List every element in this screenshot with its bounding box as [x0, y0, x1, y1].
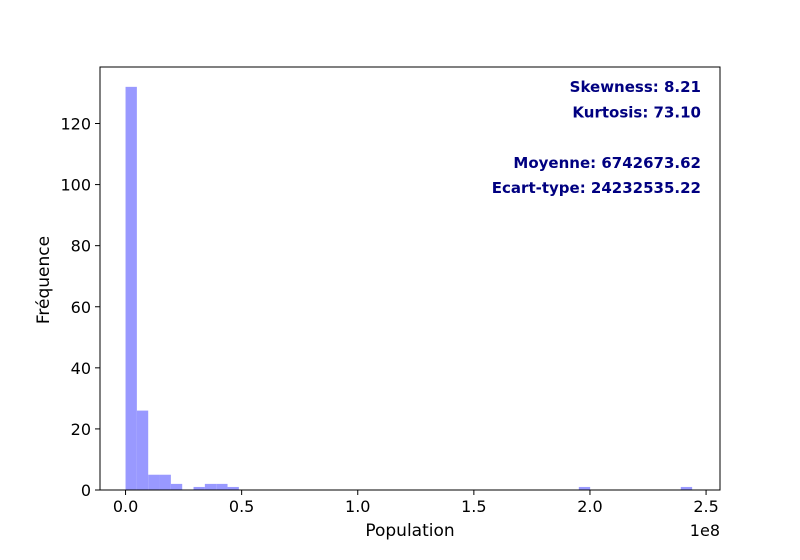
stat-line: Kurtosis: 73.10 [572, 103, 701, 121]
histogram-bar [170, 483, 183, 490]
plot-frame [99, 66, 721, 491]
histogram-bar [148, 474, 160, 490]
y-tick-label: 80 [71, 237, 91, 256]
histogram-bar [193, 486, 205, 490]
x-tick-label: 1.5 [461, 497, 486, 516]
y-tick-label: 60 [71, 298, 91, 317]
y-tick-label: 0 [81, 481, 91, 500]
histogram-bar [136, 410, 149, 490]
y-axis-ticks: 0 20 40 60 80 100 120 [60, 115, 100, 500]
y-axis-label: Fréquence [34, 236, 54, 324]
histogram-bar [159, 474, 171, 490]
y-tick-label: 120 [60, 115, 91, 134]
histogram-bar [227, 486, 239, 490]
x-tick-label: 2.0 [577, 497, 602, 516]
y-tick-label: 20 [71, 420, 91, 439]
x-tick-label: 2.5 [693, 497, 718, 516]
stat-line: Moyenne: 6742673.62 [513, 154, 701, 172]
x-tick-label: 0.0 [113, 497, 138, 516]
histogram-bar [204, 483, 217, 490]
y-tick-label: 100 [60, 176, 91, 195]
histogram-bar [680, 486, 693, 490]
stat-line: Ecart-type: 24232535.22 [492, 179, 701, 197]
y-tick-label: 40 [71, 359, 91, 378]
x-tick-label: 1.0 [345, 497, 370, 516]
x-axis-ticks: 0.0 0.5 1.0 1.5 2.0 2.5 [113, 490, 719, 516]
stats-annotation: Skewness: 8.21 Kurtosis: 73.10 Moyenne: 67… [492, 78, 701, 197]
histogram-bar [578, 486, 591, 490]
x-axis-label: Population [365, 521, 454, 541]
bars-group [125, 86, 693, 490]
stat-line: Skewness: 8.21 [570, 78, 701, 96]
histogram-bar [216, 483, 228, 490]
histogram-bar [125, 86, 137, 490]
x-axis-offset-label: 1e8 [690, 521, 720, 540]
x-tick-label: 0.5 [229, 497, 254, 516]
